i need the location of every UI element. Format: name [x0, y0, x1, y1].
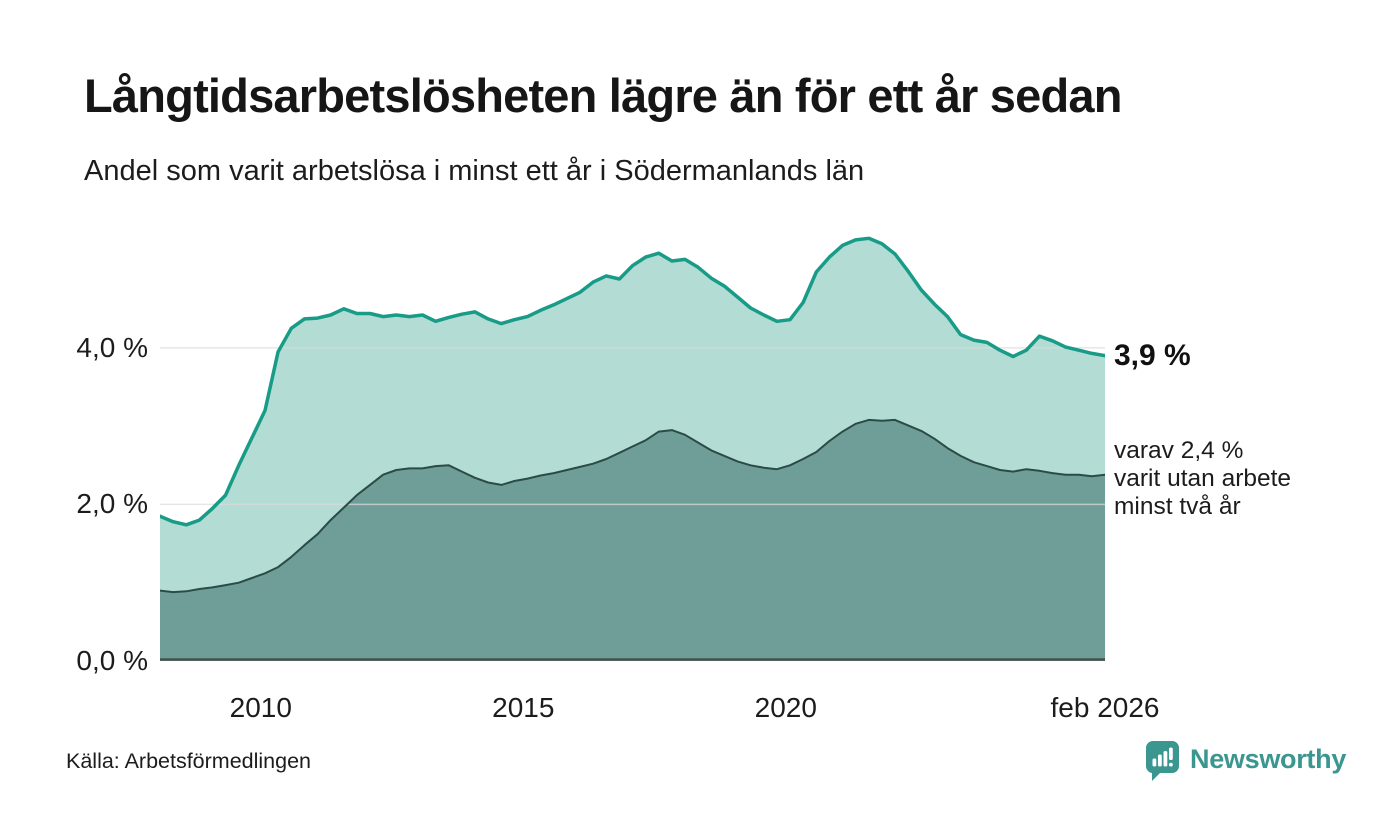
- x-axis-tick-label: 2020: [754, 692, 817, 723]
- series-end-label-one-year: 3,9 %: [1114, 338, 1191, 372]
- chart-subtitle: Andel som varit arbetslösa i minst ett å…: [84, 155, 865, 187]
- x-axis-tick-label: feb 2026: [1050, 692, 1160, 723]
- series-end-label-two-years: varav 2,4 % varit utan arbete minst två …: [1114, 436, 1292, 520]
- newsworthy-logo: Newsworthy: [1146, 741, 1346, 781]
- source-note: Källa: Arbetsförmedlingen: [66, 749, 312, 773]
- y-axis-tick-label: 2,0 %: [76, 488, 148, 520]
- newsworthy-wordmark: Newsworthy: [1190, 744, 1347, 774]
- y-axis-tick-label: 4,0 %: [76, 331, 148, 363]
- x-axis-tick-label: 2010: [229, 692, 292, 723]
- chart-title: Långtidsarbetslösheten lägre än för ett …: [84, 69, 1122, 122]
- newsworthy-bubble-chart-icon: [1146, 741, 1179, 781]
- y-axis-tick-label: 0,0 %: [76, 645, 148, 676]
- area-chart-plot: [160, 236, 1105, 661]
- x-axis-tick-label: 2015: [492, 692, 555, 723]
